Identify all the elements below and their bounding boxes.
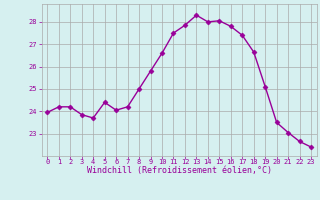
- X-axis label: Windchill (Refroidissement éolien,°C): Windchill (Refroidissement éolien,°C): [87, 166, 272, 175]
